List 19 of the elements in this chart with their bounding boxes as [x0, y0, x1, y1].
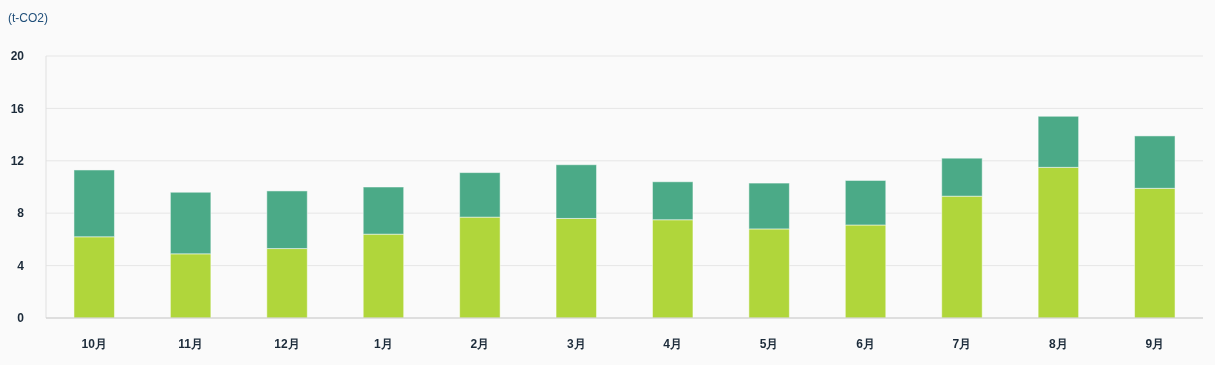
y-tick-label: 12 [10, 154, 25, 168]
x-tick-label: 4月 [663, 337, 683, 351]
x-tick-label: 7月 [952, 337, 972, 351]
x-tick-label: 10月 [81, 337, 107, 351]
y-tick-label: 20 [10, 49, 25, 64]
y-tick-label: 0 [17, 311, 25, 326]
x-tick-label: 12月 [274, 337, 300, 351]
y-tick-label: 4 [17, 258, 25, 273]
y-axis-title: (t-CO2) [8, 11, 48, 25]
x-tick-label: 5月 [759, 337, 779, 351]
y-tick-label: 16 [10, 101, 25, 116]
x-tick-label: 9月 [1145, 337, 1165, 351]
x-tick-label: 6月 [856, 337, 875, 351]
y-tick-label: 8 [17, 206, 25, 221]
x-tick-label: 1月 [374, 337, 393, 351]
x-tick-label: 11月 [178, 337, 203, 351]
x-tick-label: 8月 [1049, 337, 1068, 351]
x-tick-label: 2月 [470, 337, 490, 351]
x-tick-label: 3月 [566, 337, 586, 351]
